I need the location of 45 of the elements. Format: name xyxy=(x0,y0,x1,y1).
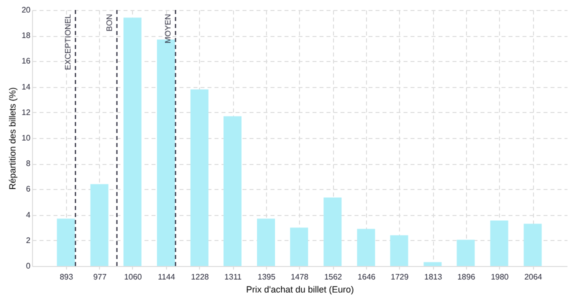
x-tick-label: 1228 xyxy=(191,272,210,282)
y-tick-label: 18 xyxy=(22,31,32,40)
x-tick-label: 1144 xyxy=(158,272,176,282)
bar xyxy=(224,116,242,266)
y-tick-label: 10 xyxy=(22,134,32,142)
bar xyxy=(524,224,542,266)
x-tick-label: 1562 xyxy=(324,272,343,282)
x-tick-label: 1729 xyxy=(390,272,410,282)
bar xyxy=(357,228,376,266)
y-tick-label: 6 xyxy=(26,184,32,194)
bar xyxy=(324,198,342,266)
bar xyxy=(123,18,142,266)
y-tick-label: 0 xyxy=(26,262,32,270)
y-tick-label: 12 xyxy=(22,108,32,117)
bar xyxy=(56,218,75,266)
bar xyxy=(456,240,475,266)
bar xyxy=(90,184,108,266)
y-axis-title: Répartition des billets (%) xyxy=(8,87,18,190)
bar xyxy=(290,228,308,266)
bar xyxy=(257,218,276,266)
x-tick-label: 1395 xyxy=(258,272,276,282)
x-tick-label: 1060 xyxy=(124,272,142,282)
x-tick-label: 977 xyxy=(93,272,108,282)
x-axis-title: Prix d'achat du billet (Euro) xyxy=(246,284,354,294)
x-tick-label: 1896 xyxy=(457,272,476,282)
ref-line-label: MOYEN xyxy=(164,14,173,44)
x-tick-label: 2064 xyxy=(524,272,543,282)
x-tick-label: 1813 xyxy=(424,272,443,282)
ref-line-label: BON xyxy=(104,14,114,32)
bar xyxy=(424,262,442,266)
x-tick-label: 893 xyxy=(60,272,74,282)
y-tick-label: 14 xyxy=(22,82,32,92)
bar xyxy=(390,235,408,266)
y-tick-label: 16 xyxy=(22,56,32,66)
x-tick-label: 1311 xyxy=(224,272,242,282)
x-tick-label: 1980 xyxy=(490,272,510,282)
x-tick-label: 1646 xyxy=(358,272,376,282)
bar xyxy=(490,220,508,266)
y-tick-label: 20 xyxy=(22,6,32,14)
y-tick-label: 2 xyxy=(26,236,32,245)
bar xyxy=(190,89,208,266)
x-tick-label: 1478 xyxy=(290,272,310,282)
y-tick-label: 8 xyxy=(26,159,32,168)
ref-line-label: EXCEPTIONEL xyxy=(63,13,72,70)
y-tick-label: 4 xyxy=(26,210,32,220)
